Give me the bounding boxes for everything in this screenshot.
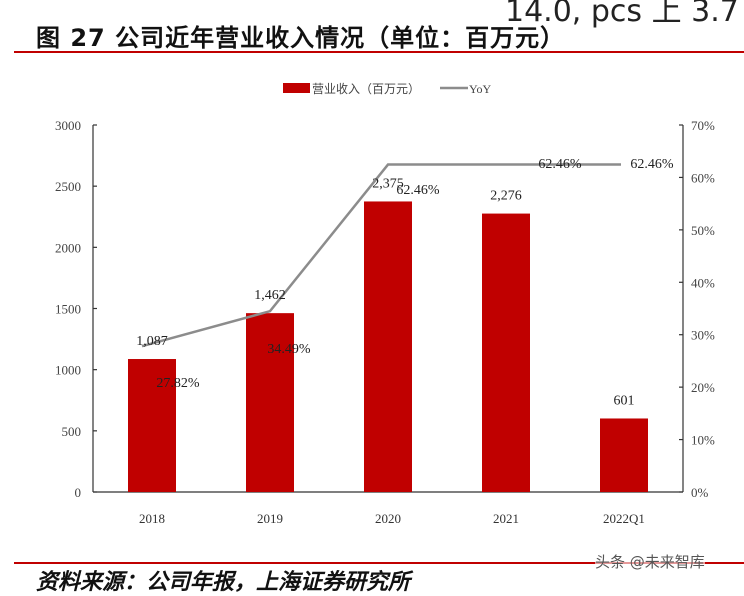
left-tick-label: 0 bbox=[75, 485, 82, 500]
right-tick-label: 70% bbox=[691, 118, 715, 133]
revenue-label: 601 bbox=[614, 393, 635, 408]
legend: 营业收入（百万元） YoY bbox=[283, 82, 491, 96]
right-tick-label: 20% bbox=[691, 380, 715, 395]
x-tick-label: 2021 bbox=[493, 511, 519, 526]
right-tick-label: 40% bbox=[691, 275, 715, 290]
watermark: 头条 @未来智库 bbox=[595, 551, 705, 572]
cropped-header-fragment: 14.0, pcs 上 3.7 bbox=[505, 0, 739, 29]
left-tick-label: 1500 bbox=[55, 302, 81, 317]
x-tick-label: 2019 bbox=[257, 511, 283, 526]
x-tick-label: 2018 bbox=[139, 511, 165, 526]
yoy-label: 62.46% bbox=[630, 157, 674, 172]
right-tick-label: 50% bbox=[691, 223, 715, 238]
legend-bar-label: 营业收入（百万元） bbox=[312, 82, 420, 96]
right-tick-label: 10% bbox=[691, 433, 715, 448]
left-tick-label: 2500 bbox=[55, 179, 81, 194]
revenue-label: 2,276 bbox=[490, 189, 522, 204]
yoy-label: 34.49% bbox=[267, 342, 311, 357]
legend-line-label: YoY bbox=[469, 82, 491, 96]
revenue-bar bbox=[482, 213, 530, 492]
yoy-label: 62.46% bbox=[396, 183, 440, 198]
yoy-polyline bbox=[141, 163, 621, 348]
revenue-label: 1,462 bbox=[254, 288, 286, 303]
revenue-bar bbox=[246, 313, 294, 492]
x-tick-label: 2022Q1 bbox=[603, 511, 645, 526]
x-tick-label: 2020 bbox=[375, 511, 401, 526]
source-note: 资料来源：公司年报，上海证券研究所 bbox=[36, 569, 411, 595]
axes: 0 500 1000 1500 2000 2500 3000 0% 10% 20% 30% 40% 50… bbox=[55, 118, 715, 526]
yoy-label: 62.46% bbox=[538, 157, 582, 172]
bars bbox=[128, 201, 648, 493]
left-tick-label: 1000 bbox=[55, 363, 81, 378]
yoy-line bbox=[141, 163, 621, 348]
left-tick-label: 500 bbox=[62, 424, 82, 439]
right-tick-label: 60% bbox=[691, 170, 715, 185]
footer-divider bbox=[14, 562, 744, 564]
revenue-label: 1,087 bbox=[136, 334, 168, 349]
figure-title: 图 27 公司近年营业收入情况（单位：百万元） bbox=[36, 24, 566, 52]
left-tick-label: 2000 bbox=[55, 240, 81, 255]
revenue-bar bbox=[128, 359, 176, 492]
right-tick-label: 30% bbox=[691, 328, 715, 343]
legend-bar-swatch bbox=[283, 83, 310, 93]
title-divider bbox=[14, 51, 744, 53]
data-labels: 1,087 1,462 2,375 2,276 601 27.82% 34.49% 62.46… bbox=[136, 157, 674, 408]
right-tick-label: 0% bbox=[691, 485, 709, 500]
yoy-label: 27.82% bbox=[156, 376, 200, 391]
revenue-bar bbox=[600, 418, 648, 492]
left-tick-label: 3000 bbox=[55, 118, 81, 133]
revenue-bar bbox=[364, 201, 412, 493]
revenue-label: 2,375 bbox=[372, 176, 404, 191]
